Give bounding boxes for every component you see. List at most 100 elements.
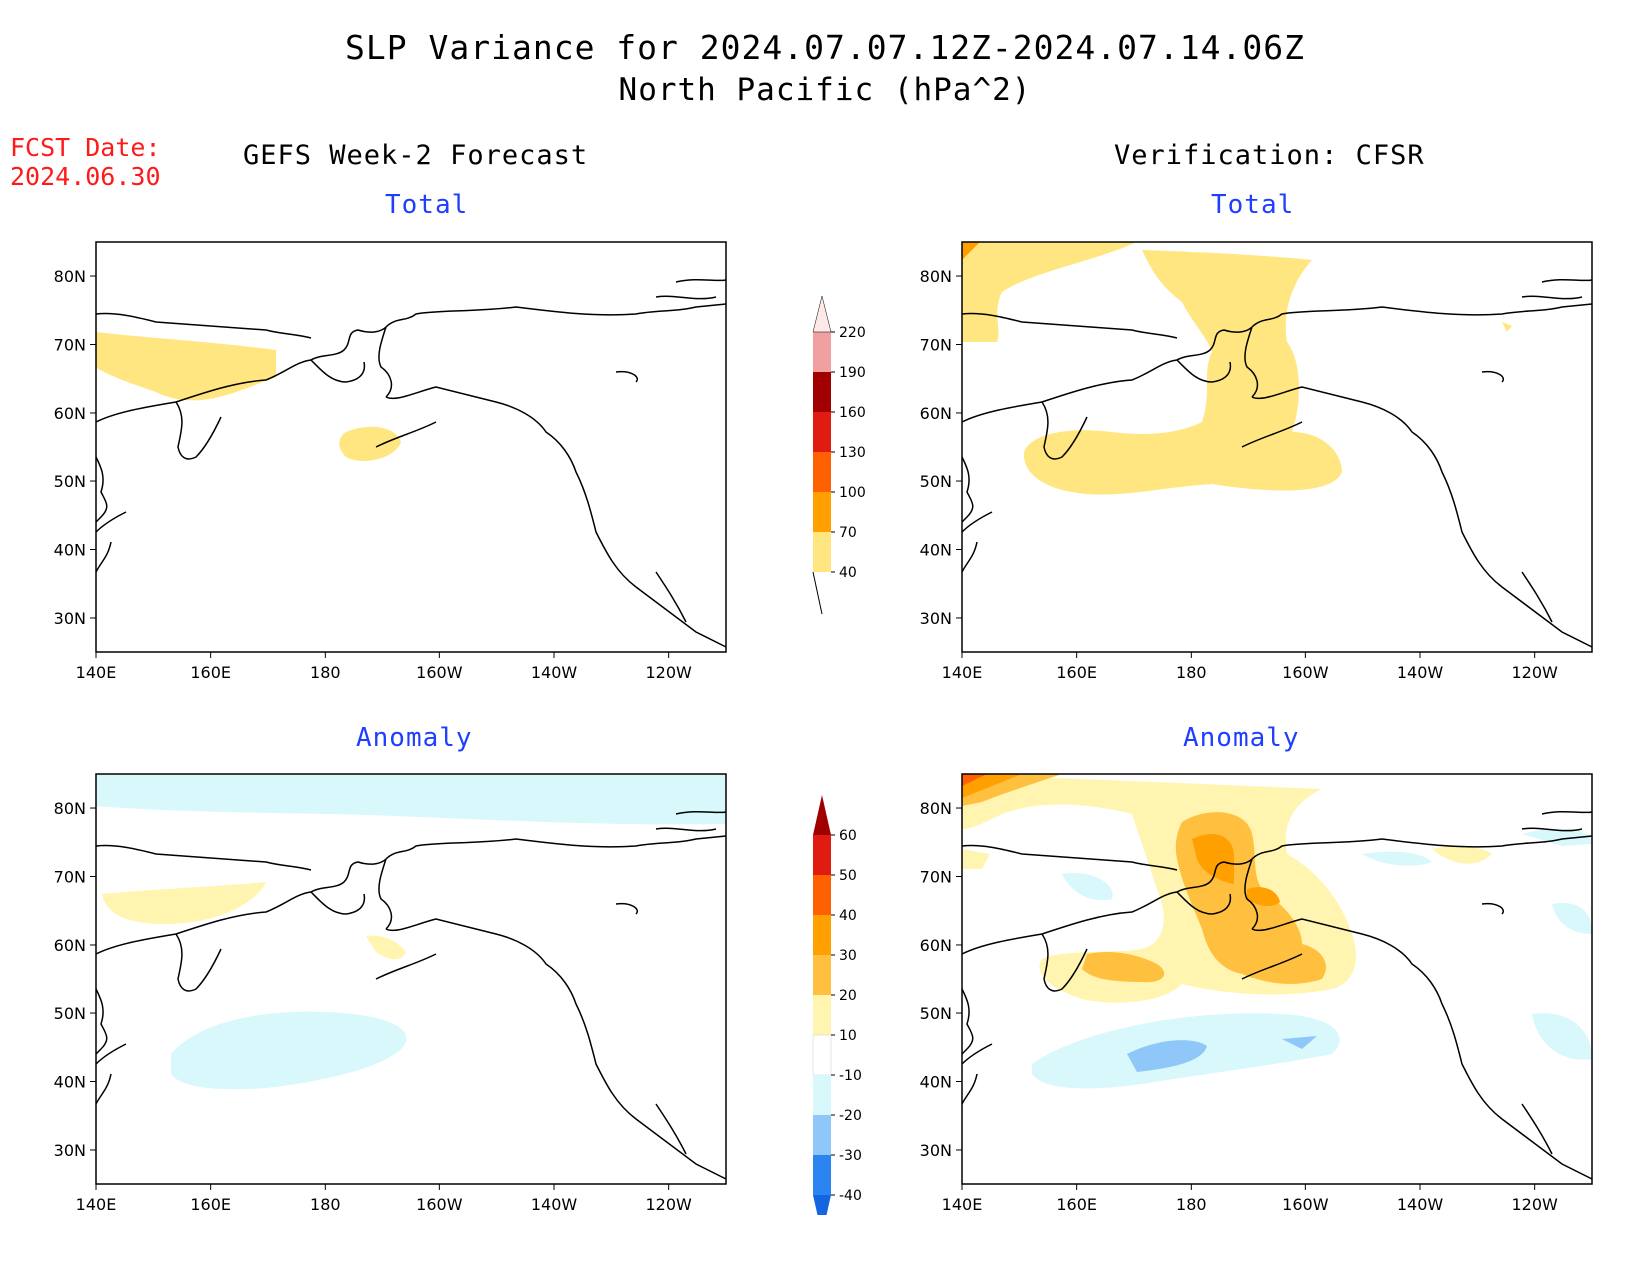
- lon-tick-label: 120W: [645, 1195, 692, 1214]
- cfsr-total-title: Total: [1211, 190, 1295, 220]
- lat-tick-label: 80N: [920, 267, 952, 286]
- fcst-date-value: 2024.06.30: [10, 162, 161, 191]
- lat-tick-label: 60N: [920, 404, 952, 423]
- lat-tick-label: 70N: [54, 868, 86, 887]
- lon-tick-label: 180: [1176, 1195, 1207, 1214]
- lon-tick-label: 160E: [1056, 663, 1097, 682]
- cfsr-anomaly-title: Anomaly: [1183, 723, 1300, 753]
- lon-tick-label: 140W: [531, 1195, 578, 1214]
- colorbar-swatch: [812, 1034, 832, 1076]
- colorbar-label: -40: [839, 1188, 862, 1204]
- colorbar-label: 40: [839, 908, 857, 924]
- lon-tick-label: 140W: [531, 663, 578, 682]
- colorbar-label: 10: [839, 1028, 857, 1044]
- colorbar-swatch: [813, 835, 831, 875]
- colorbar-label: 160: [839, 405, 866, 421]
- lat-tick-label: 30N: [54, 1141, 86, 1160]
- map-frame: [95, 241, 727, 653]
- lon-tick-label: 120W: [645, 663, 692, 682]
- lat-tick-label: 70N: [54, 336, 86, 355]
- fcst-total-map: 140E 160E 180 160W 140W 120W 80N 70N 60N 50N 40N 30…: [54, 241, 727, 682]
- lat-tick-label: 50N: [920, 1004, 952, 1023]
- colorbar-label: 20: [839, 988, 857, 1004]
- lon-tick-label: 140E: [942, 1195, 983, 1214]
- map-frame: [961, 773, 1593, 1185]
- lon-tick-label: 180: [310, 663, 341, 682]
- lon-tick-label: 180: [310, 1195, 341, 1214]
- lat-tick-label: 40N: [920, 1073, 952, 1092]
- colorbar-label: 40: [839, 565, 857, 581]
- colorbar-swatch: [813, 532, 831, 572]
- colorbar-swatch: [813, 372, 831, 412]
- fcst-total-title: Total: [385, 190, 469, 220]
- lat-tick-label: 40N: [54, 1073, 86, 1092]
- colorbar-label: 100: [839, 485, 866, 501]
- colorbar-swatch: [813, 1115, 831, 1155]
- lon-tick-label: 120W: [1511, 663, 1558, 682]
- colorbar-label: 130: [839, 445, 866, 461]
- lat-tick-label: 70N: [920, 336, 952, 355]
- colorbar-swatch: [813, 875, 831, 915]
- lon-tick-label: 140W: [1397, 663, 1444, 682]
- lon-tick-label: 160W: [1282, 1195, 1329, 1214]
- map-frame: [95, 773, 727, 1185]
- colorbar-label: 60: [839, 828, 857, 844]
- colorbar-label: 190: [839, 365, 866, 381]
- colorbar-label: 30: [839, 948, 857, 964]
- lon-tick-label: 160E: [1056, 1195, 1097, 1214]
- colorbar-swatch: [813, 955, 831, 995]
- right-column-heading: Verification: CFSR: [1114, 140, 1425, 171]
- lat-tick-label: 70N: [920, 868, 952, 887]
- lon-tick-label: 160E: [190, 1195, 231, 1214]
- cfsr-anomaly-map: 140E 160E 180 160W 140W 120W 80N 70N 60N 50N 40N 30…: [920, 773, 1593, 1214]
- lat-tick-label: 50N: [920, 472, 952, 491]
- lon-tick-label: 180: [1176, 663, 1207, 682]
- colorbar-swatch: [813, 795, 831, 835]
- lat-tick-label: 40N: [920, 541, 952, 560]
- colorbar-swatch: [813, 412, 831, 452]
- colorbar-swatch: [813, 1195, 831, 1215]
- colorbar-label: -10: [839, 1068, 862, 1084]
- lat-tick-label: 30N: [54, 609, 86, 628]
- lat-tick-label: 30N: [920, 609, 952, 628]
- colorbar-swatch: [813, 915, 831, 955]
- cfsr-total-map: 140E 160E 180 160W 140W 120W 80N 70N 60N 50N 40N 30…: [920, 241, 1593, 682]
- lon-tick-label: 160W: [416, 663, 463, 682]
- lon-tick-label: 160W: [1282, 663, 1329, 682]
- fcst-anomaly-title: Anomaly: [356, 723, 473, 753]
- anomaly-colorbar: 60 50 40 30 20 10 -10 -20 -30 -40: [812, 795, 862, 1215]
- lat-tick-label: 50N: [54, 1004, 86, 1023]
- lat-tick-label: 50N: [54, 472, 86, 491]
- fcst-date-label: FCST Date:: [10, 133, 161, 162]
- lon-tick-label: 140E: [76, 1195, 117, 1214]
- lat-tick-label: 60N: [920, 936, 952, 955]
- lon-tick-label: 160W: [416, 1195, 463, 1214]
- figure-title: SLP Variance for 2024.07.07.12Z-2024.07.…: [345, 28, 1305, 67]
- colorbar-label: -20: [839, 1108, 862, 1124]
- lat-tick-label: 60N: [54, 936, 86, 955]
- colorbar-swatch: [813, 995, 831, 1035]
- colorbar-swatch: [813, 452, 831, 492]
- lat-tick-label: 60N: [54, 404, 86, 423]
- lat-tick-label: 80N: [920, 799, 952, 818]
- lon-tick-label: 120W: [1511, 1195, 1558, 1214]
- colorbar-swatch: [813, 492, 831, 532]
- total-colorbar: 40 70 100 130 160 190 220: [812, 295, 866, 615]
- colorbar-label: 220: [839, 325, 866, 341]
- colorbar-label: 70: [839, 525, 857, 541]
- lon-tick-label: 140W: [1397, 1195, 1444, 1214]
- map-frame: [961, 241, 1593, 653]
- lat-tick-label: 30N: [920, 1141, 952, 1160]
- colorbar-swatch: [813, 332, 831, 372]
- lat-tick-label: 80N: [54, 799, 86, 818]
- lon-tick-label: 140E: [76, 663, 117, 682]
- fcst-anomaly-map: 140E 160E 180 160W 140W 120W 80N 70N 60N 50N 40N 30…: [54, 773, 727, 1214]
- lon-tick-label: 140E: [942, 663, 983, 682]
- colorbar-label: -30: [839, 1148, 862, 1164]
- lon-tick-label: 160E: [190, 663, 231, 682]
- lat-tick-label: 80N: [54, 267, 86, 286]
- figure-subtitle: North Pacific (hPa^2): [618, 72, 1032, 108]
- colorbar-swatch: [813, 1075, 831, 1115]
- lat-tick-label: 40N: [54, 541, 86, 560]
- colorbar-swatch: [812, 295, 832, 333]
